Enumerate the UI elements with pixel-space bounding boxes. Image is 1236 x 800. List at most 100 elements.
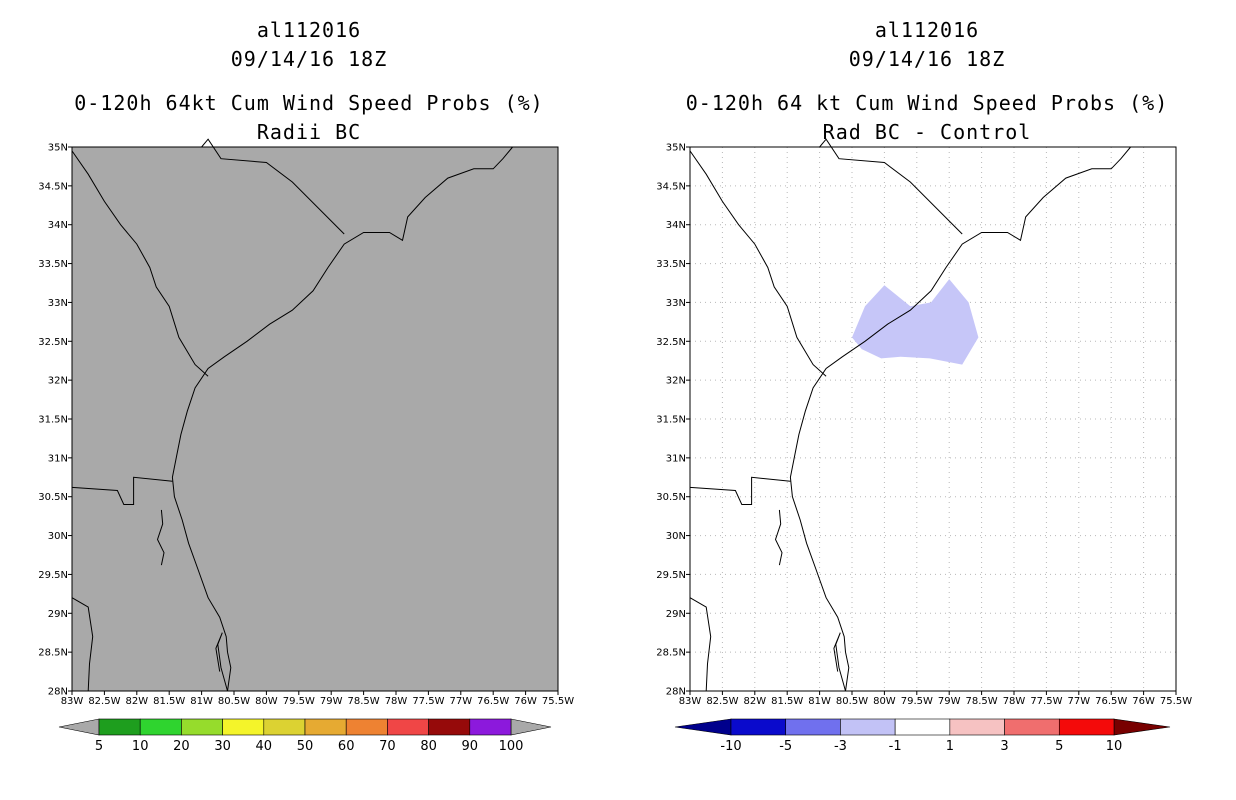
- datetime: 09/14/16 18Z: [230, 47, 388, 71]
- river: [774, 509, 783, 566]
- lat-label: 30N: [48, 531, 68, 542]
- gridlines: [690, 147, 1176, 691]
- lat-label: 32.5N: [38, 337, 68, 348]
- lat-label: 31N: [666, 453, 686, 464]
- colorbar-swatch: [840, 718, 896, 736]
- colorbar-label: 30: [214, 739, 231, 754]
- lagoon: [215, 632, 228, 692]
- lon-label: 79.5W: [283, 696, 315, 707]
- lat-label: 31.5N: [656, 415, 686, 426]
- colorbar-label: 5: [95, 739, 103, 754]
- lon-label: 75.5W: [1160, 696, 1192, 707]
- colorbar-label: 100: [499, 739, 524, 754]
- lat-label: 31.5N: [38, 415, 68, 426]
- colorbar-label: 10: [1106, 739, 1123, 754]
- lon-label: 81W: [190, 696, 213, 707]
- lon-label: 80.5W: [836, 696, 868, 707]
- lat-label: 28.5N: [656, 648, 686, 659]
- lon-label: 77.5W: [1030, 696, 1062, 707]
- plot-title: 0-120h 64 kt Cum Wind Speed Probs (%): [685, 91, 1169, 115]
- lat-label: 32N: [666, 376, 686, 387]
- lagoon: [833, 632, 846, 692]
- lat-label: 34.5N: [656, 181, 686, 192]
- colorbar-swatch: [387, 718, 429, 736]
- colorbar-swatch: [894, 718, 951, 736]
- right-map: 35N 34.5N 34N 33.5N 33N 32.5N 32N 31.5N 31N 30.5N…: [656, 138, 1192, 754]
- colorbar: 5 10 20 30 40 50 60 70 80 90 100: [58, 718, 552, 754]
- lat-label: 33.5N: [38, 259, 68, 270]
- state-border-ga-sc: [689, 150, 827, 377]
- colorbar-swatch: [304, 718, 347, 736]
- colorbar-label: 20: [173, 739, 190, 754]
- colorbar-label: -5: [779, 739, 792, 754]
- lat-label: 29N: [666, 609, 686, 620]
- colorbar-swatch: [345, 718, 388, 736]
- left-map: 35N 34.5N 34N 33.5N 33N 32.5N 32N 31.5N 31N 30.5N…: [38, 138, 574, 754]
- right-panel: al112016 09/14/16 18Z 0-120h 64 kt Cum W…: [618, 0, 1236, 800]
- probability-difference-area: [852, 279, 979, 365]
- colorbar-swatch: [181, 718, 223, 736]
- lat-label: 35N: [48, 143, 68, 154]
- lat-label: 32.5N: [656, 337, 686, 348]
- colorbar-swatch: [469, 718, 512, 736]
- colorbar-swatch: [139, 718, 182, 736]
- lon-label: 77W: [449, 696, 472, 707]
- lon-label: 81.5W: [153, 696, 185, 707]
- datetime: 09/14/16 18Z: [848, 47, 1006, 71]
- lon-label: 76W: [1132, 696, 1155, 707]
- colorbar-swatch: [98, 718, 141, 736]
- colorbar-low-arrow: [674, 718, 732, 736]
- lat-label: 32N: [48, 376, 68, 387]
- colorbar-label: 10: [132, 739, 149, 754]
- lat-label: 31N: [48, 453, 68, 464]
- map-background: [72, 147, 558, 691]
- colorbar-label: 5: [1055, 739, 1063, 754]
- lon-label: 80W: [255, 696, 278, 707]
- gulf-coastline: [71, 597, 94, 692]
- map-background: [690, 147, 1176, 691]
- lon-label: 82.5W: [706, 696, 738, 707]
- lat-label: 28N: [666, 687, 686, 698]
- lon-label: 78.5W: [966, 696, 998, 707]
- colorbar-high-arrow: [1113, 718, 1171, 736]
- colorbar-label: 1: [946, 739, 954, 754]
- lat-label: 33N: [48, 298, 68, 309]
- lon-label: 78W: [1003, 696, 1026, 707]
- lon-label: 79W: [938, 696, 961, 707]
- lat-label: 29.5N: [656, 570, 686, 581]
- storm-id: al112016: [874, 18, 980, 42]
- lon-label: 76.5W: [477, 696, 509, 707]
- colorbar-swatch: [428, 718, 471, 736]
- colorbar-swatch: [1058, 718, 1115, 736]
- state-border-ga-fl: [689, 476, 791, 505]
- colorbar-swatch: [785, 718, 841, 736]
- lon-label: 78.5W: [348, 696, 380, 707]
- lon-label: 81W: [808, 696, 831, 707]
- lon-label: 76.5W: [1095, 696, 1127, 707]
- lat-label: 34N: [48, 220, 68, 231]
- colorbar-label: 80: [420, 739, 437, 754]
- lon-label: 82.5W: [88, 696, 120, 707]
- colorbar-label: 60: [338, 739, 355, 754]
- colorbar-high-arrow: [510, 718, 552, 736]
- lon-label: 76W: [514, 696, 537, 707]
- lon-label: 83W: [61, 696, 84, 707]
- lon-label: 82W: [743, 696, 766, 707]
- colorbar-label: 50: [297, 739, 314, 754]
- colorbar-label: -3: [834, 739, 847, 754]
- state-border-ga-sc: [71, 150, 209, 377]
- plot-title: 0-120h 64kt Cum Wind Speed Probs (%): [74, 91, 544, 115]
- lat-label: 30.5N: [38, 492, 68, 503]
- left-panel: al112016 09/14/16 18Z 0-120h 64kt Cum Wi…: [38, 18, 574, 754]
- lat-label: 34.5N: [38, 181, 68, 192]
- lat-label: 34N: [666, 220, 686, 231]
- lat-label: 29N: [48, 609, 68, 620]
- colorbar-label: 40: [256, 739, 273, 754]
- lon-label: 83W: [679, 696, 702, 707]
- lon-label: 80.5W: [218, 696, 250, 707]
- colorbar-swatch: [1004, 718, 1060, 736]
- lat-label: 30N: [666, 531, 686, 542]
- colorbar-label: 70: [379, 739, 396, 754]
- coastline: [171, 146, 513, 692]
- lon-label: 79W: [320, 696, 343, 707]
